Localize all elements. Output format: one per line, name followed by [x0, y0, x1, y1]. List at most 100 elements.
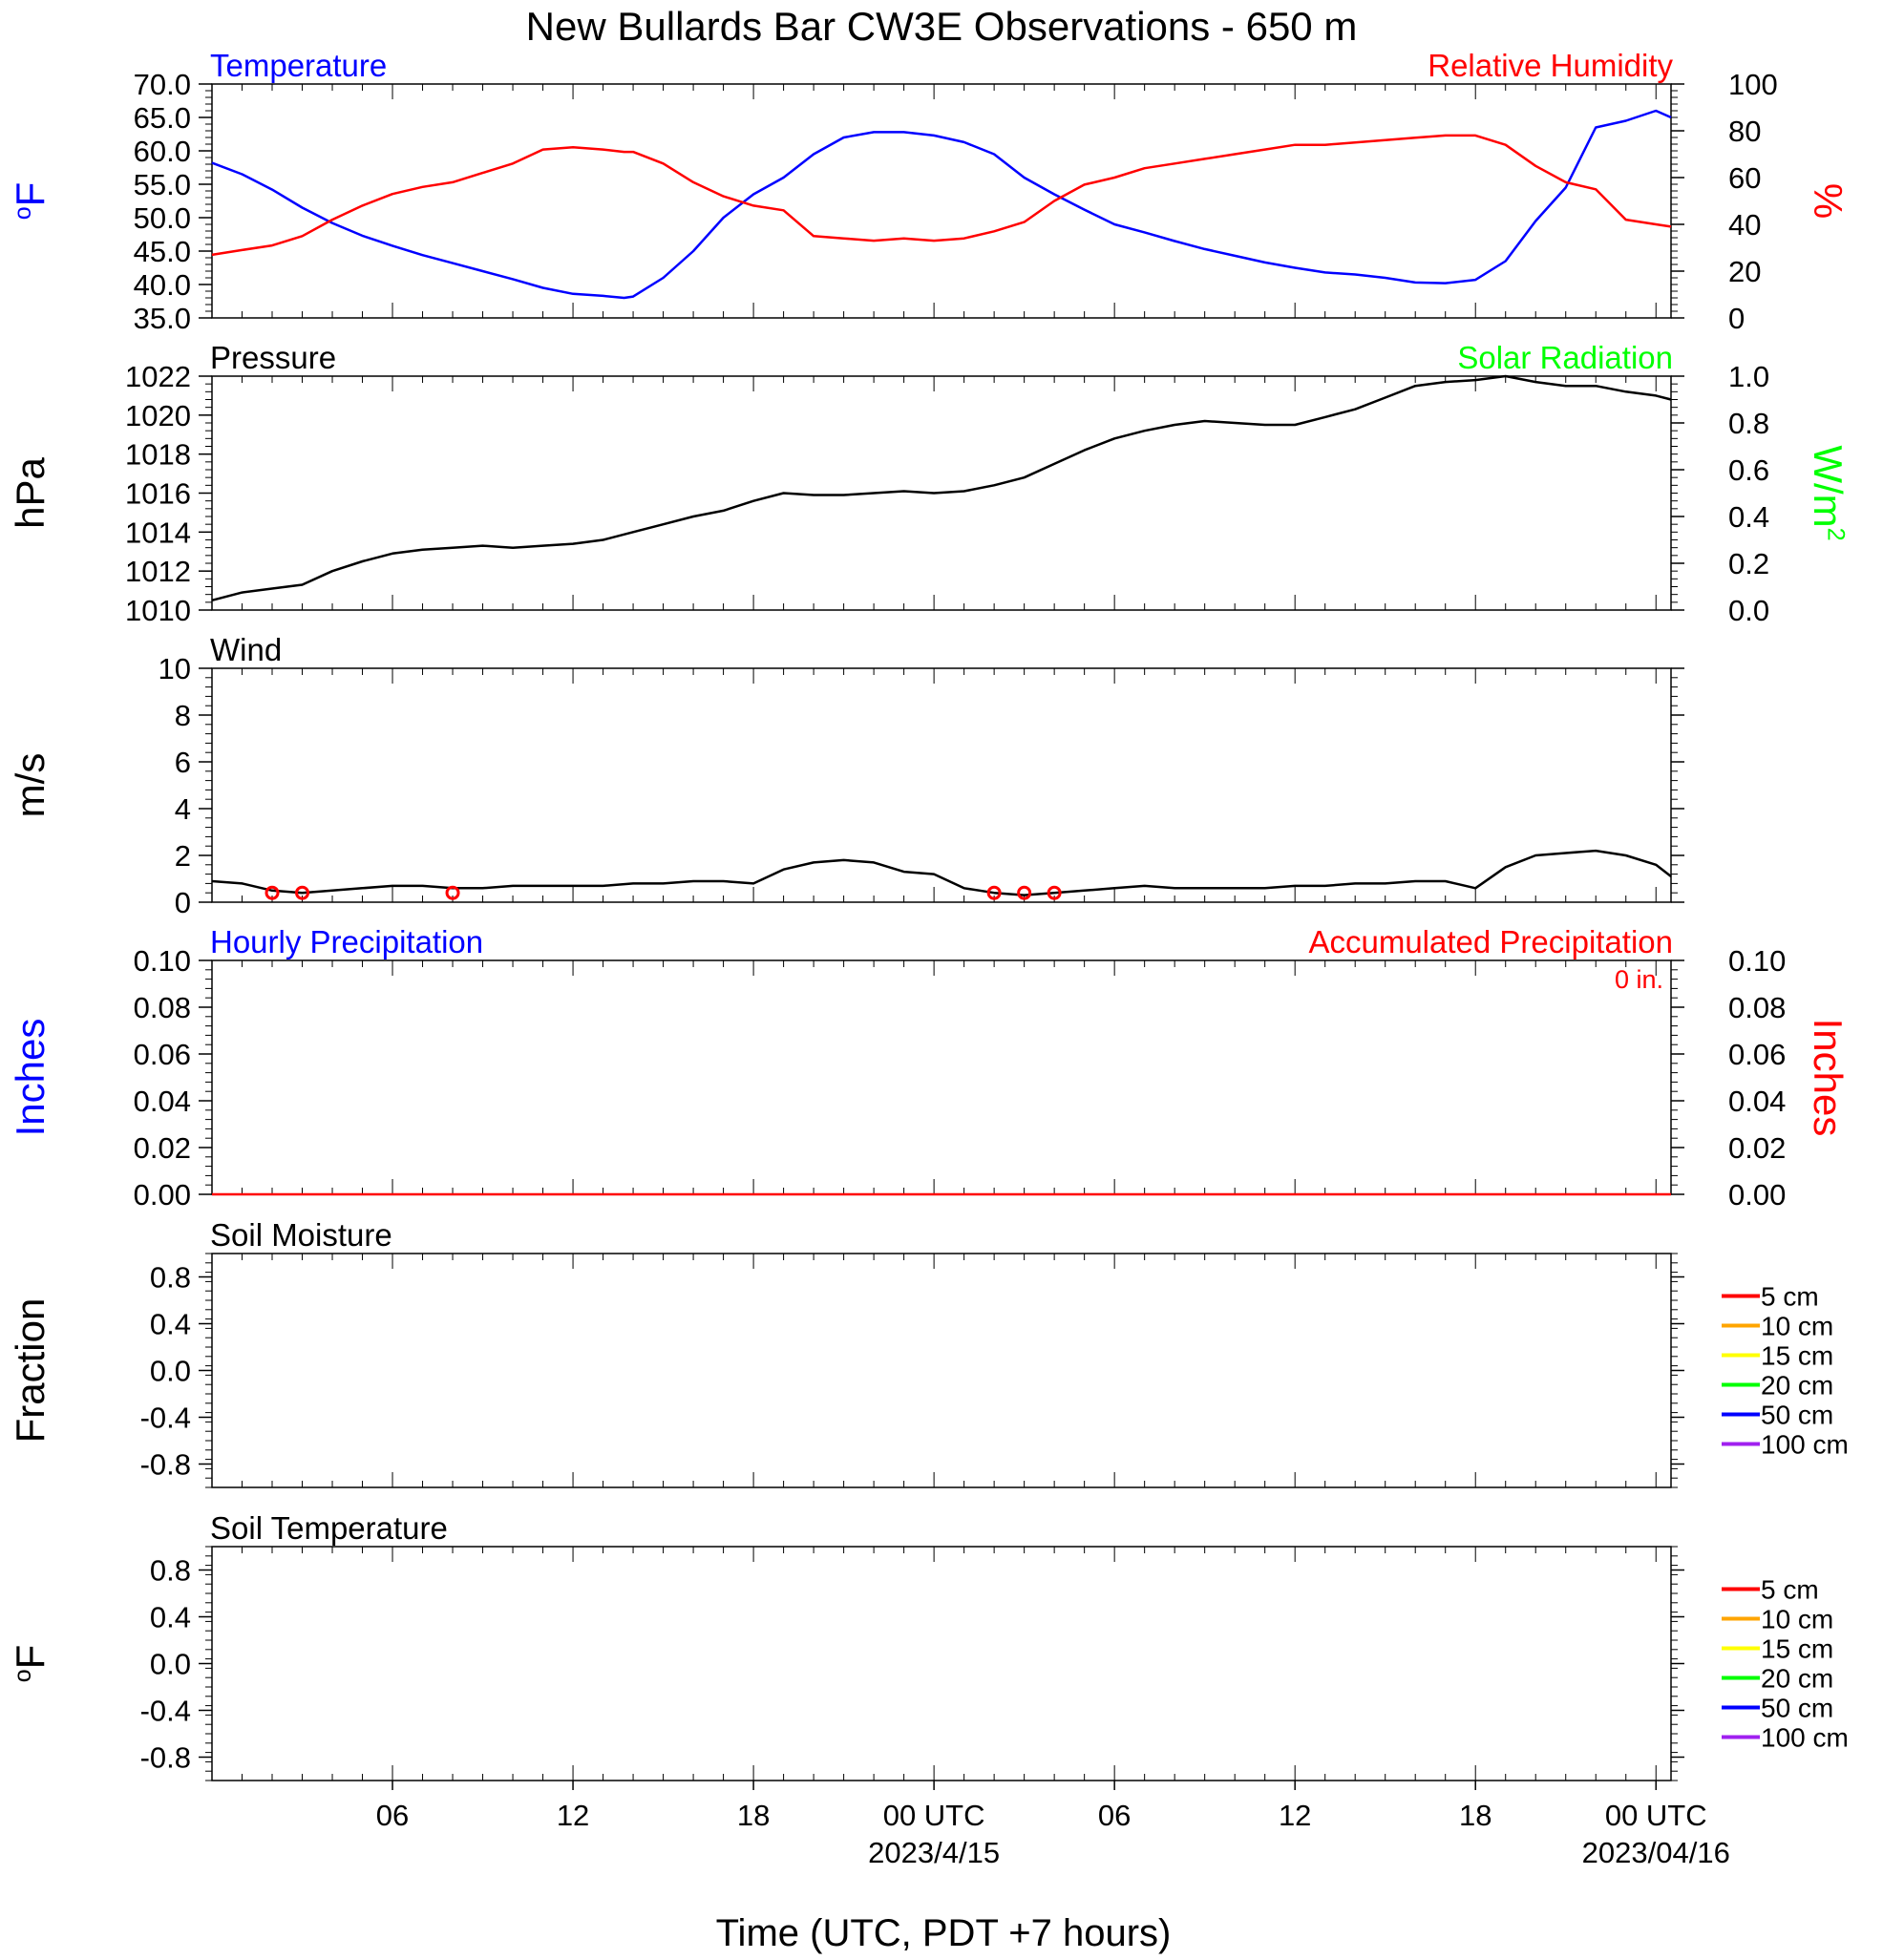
y-tick-label-left: 0.0	[150, 1648, 191, 1681]
calm-wind-marker	[1017, 885, 1032, 900]
legend-label: 15 cm	[1761, 1634, 1833, 1664]
y-tick-label-right: 0	[1728, 302, 1745, 335]
y-tick-label-left: 60.0	[134, 135, 191, 168]
y-tick-label-left: 45.0	[134, 235, 191, 268]
y-axis-title-left: oF	[8, 182, 53, 221]
legend-label: 50 cm	[1761, 1401, 1833, 1430]
y-tick-label-left: 70.0	[134, 68, 191, 101]
plot-frame	[211, 1546, 1672, 1781]
time-tick-label: 12	[557, 1799, 589, 1832]
panel-left-label: Wind	[210, 632, 282, 667]
accumulated-total-label: 0 in.	[1615, 965, 1663, 994]
time-tick-label: 12	[1279, 1799, 1311, 1832]
y-axis-title-right: W/m2	[1806, 445, 1851, 540]
panel-soil-moisture: 0.8 0.4 0.0 -0.4 -0.8 Soil Moisture Fraction 5 …	[8, 1217, 1849, 1488]
time-axis: 06 12 18 00 UTC 2023/4/15 06 12 18 00 UTC 2023/04…	[376, 1781, 1730, 1869]
y-tick-label-left: 1016	[125, 477, 191, 511]
panel-right-label: Solar Radiation	[1457, 340, 1673, 375]
y-tick-label-right: 0.04	[1728, 1085, 1786, 1118]
time-tick-date: 2023/4/15	[868, 1836, 1000, 1869]
y-tick-label-left: 0.4	[150, 1308, 191, 1341]
x-axis-title: Time (UTC, PDT +7 hours)	[716, 1912, 1172, 1954]
y-tick-label-left: 0.00	[134, 1178, 191, 1212]
legend-label: 15 cm	[1761, 1341, 1833, 1371]
y-tick-label-left: 0.06	[134, 1038, 191, 1071]
y-axis-title-right: %	[1806, 183, 1851, 219]
y-tick-label-right: 0.6	[1728, 453, 1769, 487]
time-tick-label: 06	[1098, 1799, 1131, 1832]
panel-right-label: Relative Humidity	[1428, 48, 1673, 83]
legend-label: 100 cm	[1761, 1430, 1849, 1460]
y-tick-label-right: 0.4	[1728, 500, 1769, 534]
panel-right-label: Accumulated Precipitation	[1308, 924, 1673, 959]
y-tick-label-right: 0.08	[1728, 991, 1786, 1024]
y-tick-label-left: 0.04	[134, 1085, 191, 1118]
y-tick-label-left: 50.0	[134, 201, 191, 235]
y-tick-label-right: 80	[1728, 115, 1761, 148]
legend-label: 50 cm	[1761, 1694, 1833, 1723]
time-tick-label: 00 UTC	[883, 1799, 985, 1832]
series-line	[211, 109, 1672, 300]
y-axis-title-left: Inches	[8, 1019, 53, 1137]
legend-label: 5 cm	[1761, 1575, 1819, 1605]
legend-label: 20 cm	[1761, 1664, 1833, 1694]
time-tick-label: 06	[376, 1799, 409, 1832]
y-tick-label-left: 1022	[125, 360, 191, 393]
y-tick-label-left: 0.4	[150, 1601, 191, 1634]
y-tick-label-left: 0.02	[134, 1131, 191, 1165]
y-tick-label-left: 1010	[125, 594, 191, 627]
y-tick-label-left: 0.08	[134, 991, 191, 1024]
series-line	[211, 849, 1672, 896]
y-tick-label-right: 100	[1728, 68, 1778, 101]
calm-wind-marker	[295, 885, 310, 900]
y-axis-title-left: oF	[8, 1645, 53, 1683]
y-tick-label-left: 2	[175, 839, 191, 873]
y-tick-label-left: 0.8	[150, 1261, 191, 1295]
y-tick-label-left: 10	[159, 652, 191, 685]
panel-left-label: Soil Moisture	[210, 1217, 392, 1253]
y-tick-label-left: 1020	[125, 399, 191, 432]
plot-frame	[211, 83, 1672, 319]
plot-frame	[211, 959, 1672, 1195]
y-tick-label-left: -0.8	[140, 1741, 191, 1775]
y-tick-label-left: 0.8	[150, 1554, 191, 1588]
y-tick-label-left: -0.4	[140, 1695, 191, 1728]
legend-label: 20 cm	[1761, 1371, 1833, 1401]
y-axis-title-left: hPa	[8, 456, 53, 528]
y-tick-label-left: 0.0	[150, 1355, 191, 1388]
y-tick-label-left: 8	[175, 699, 191, 732]
legend-label: 10 cm	[1761, 1605, 1833, 1634]
legend-label: 5 cm	[1761, 1282, 1819, 1312]
y-tick-label-right: 0.00	[1728, 1178, 1786, 1212]
panel-left-label: Hourly Precipitation	[210, 924, 483, 959]
y-tick-label-left: 6	[175, 746, 191, 779]
panel-wind: 10 8 6 4 2 0 Wind m/s	[8, 632, 1684, 919]
calm-wind-marker	[1047, 885, 1062, 900]
y-tick-label-right: 0.0	[1728, 594, 1769, 627]
panel-temperature-humidity: 70.065.060.055.050.045.040.035.0 100 80 60 4…	[8, 48, 1851, 335]
y-tick-label-left: 1018	[125, 438, 191, 472]
calm-wind-marker	[445, 885, 460, 900]
series-line	[211, 374, 1672, 602]
y-tick-label-left: 0.10	[134, 944, 191, 978]
panel-left-label: Temperature	[210, 48, 387, 83]
y-tick-label-left: 65.0	[134, 101, 191, 135]
y-tick-label-left: -0.8	[140, 1448, 191, 1482]
plot-frame	[211, 1253, 1672, 1488]
time-tick-label: 18	[737, 1799, 770, 1832]
panel-left-label: Soil Temperature	[210, 1510, 448, 1546]
y-tick-label-left: 1012	[125, 555, 191, 588]
panels-group: 70.065.060.055.050.045.040.035.010080604…	[8, 48, 1851, 1781]
y-tick-label-right: 0.2	[1728, 547, 1769, 580]
y-tick-label-right: 0.8	[1728, 407, 1769, 440]
y-tick-label-left: -0.4	[140, 1402, 191, 1435]
y-tick-label-left: 40.0	[134, 268, 191, 302]
series-line	[211, 134, 1672, 257]
panel-pressure-solar: 1022 1020 1018 1016 1014 1012 1010 1.0 0.8 0.6 0.4…	[8, 340, 1851, 627]
y-tick-label-right: 0.02	[1728, 1131, 1786, 1165]
panel-left-label: Pressure	[210, 340, 336, 375]
y-axis-title-left: Fraction	[8, 1298, 53, 1444]
y-axis-title-right: Inches	[1806, 1019, 1851, 1137]
